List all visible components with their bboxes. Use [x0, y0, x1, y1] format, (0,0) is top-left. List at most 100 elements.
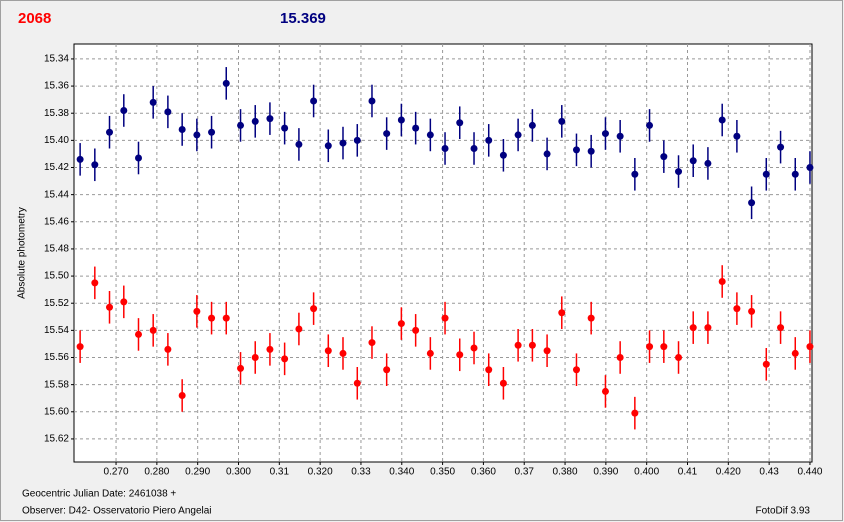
point	[616, 354, 624, 361]
point	[543, 150, 551, 158]
point	[646, 121, 654, 129]
footer-observer: Observer: D42- Osservatorio Piero Angela…	[22, 506, 212, 517]
point	[251, 117, 259, 125]
point	[295, 140, 303, 148]
point	[601, 130, 609, 138]
x-tick-label: 0.350	[430, 467, 455, 478]
x-tick-label: 0.31	[270, 467, 290, 478]
point	[178, 392, 186, 399]
point	[251, 354, 259, 361]
point	[733, 305, 741, 313]
point	[514, 341, 522, 349]
point	[222, 314, 230, 322]
point	[441, 314, 449, 322]
point	[397, 320, 405, 328]
x-tick-label: 0.270	[104, 467, 129, 478]
point	[426, 131, 434, 139]
y-tick-label: 15.44	[44, 189, 69, 200]
x-tick-label: 0.360	[471, 467, 496, 478]
point	[470, 344, 478, 352]
point	[616, 132, 624, 140]
point	[704, 324, 712, 332]
point	[193, 131, 201, 139]
x-tick-label: 0.440	[797, 467, 822, 478]
y-tick-label: 15.42	[44, 162, 69, 173]
point	[91, 161, 99, 169]
point	[631, 409, 639, 417]
point	[208, 128, 216, 136]
point	[587, 314, 595, 322]
point	[266, 115, 274, 123]
y-tick-label: 15.58	[44, 379, 69, 390]
y-tick-label: 15.52	[44, 298, 69, 309]
y-tick-label: 15.46	[44, 216, 69, 227]
y-tick-label: 15.34	[44, 54, 69, 65]
y-tick-label: 15.40	[44, 135, 69, 146]
point	[718, 116, 726, 124]
point	[689, 324, 697, 332]
x-tick-label: 0.280	[144, 467, 169, 478]
point	[470, 145, 478, 152]
point	[777, 324, 785, 332]
point	[485, 366, 493, 374]
header-right: 15.369	[280, 10, 326, 27]
point	[572, 146, 580, 154]
point	[310, 97, 318, 105]
point	[441, 145, 449, 152]
point	[806, 343, 814, 351]
point	[164, 345, 172, 353]
point	[791, 170, 799, 178]
point	[543, 347, 551, 355]
point	[353, 136, 361, 144]
x-tick-label: 0.390	[593, 467, 618, 478]
x-tick-label: 0.380	[553, 467, 578, 478]
point	[748, 199, 756, 207]
point	[91, 279, 99, 287]
point	[266, 345, 274, 353]
point	[149, 98, 157, 106]
point	[281, 355, 289, 363]
point	[528, 341, 536, 349]
point	[149, 326, 157, 334]
point	[324, 142, 332, 150]
x-tick-label: 0.33	[351, 467, 371, 478]
point	[733, 132, 741, 140]
point	[76, 155, 84, 163]
y-axis-label: Absolute photometry	[17, 207, 28, 299]
point	[324, 347, 332, 355]
y-tick-label: 15.60	[44, 406, 69, 417]
point	[704, 159, 712, 167]
point	[675, 354, 683, 361]
x-tick-label: 0.43	[759, 467, 779, 478]
x-tick-label: 0.37	[514, 467, 534, 478]
point	[222, 79, 230, 87]
point	[748, 307, 756, 315]
point	[689, 157, 697, 165]
point	[310, 305, 318, 313]
point	[208, 314, 216, 322]
y-tick-label: 15.50	[44, 271, 69, 282]
point	[762, 360, 770, 368]
point	[412, 326, 420, 334]
point	[134, 154, 142, 162]
point	[499, 379, 507, 387]
point	[675, 168, 683, 176]
y-tick-label: 15.62	[44, 434, 69, 445]
point	[368, 97, 376, 105]
y-tick-label: 15.56	[44, 352, 69, 363]
point	[339, 139, 347, 147]
point	[193, 307, 201, 315]
y-tick-label: 15.54	[44, 325, 69, 336]
point	[646, 343, 654, 351]
point	[106, 303, 114, 311]
point	[660, 343, 668, 351]
point	[412, 124, 420, 132]
point	[76, 343, 84, 351]
point	[164, 108, 172, 116]
point	[485, 136, 493, 144]
x-tick-label: 0.420	[716, 467, 741, 478]
point	[456, 351, 464, 359]
point	[178, 126, 186, 133]
point	[106, 128, 114, 136]
